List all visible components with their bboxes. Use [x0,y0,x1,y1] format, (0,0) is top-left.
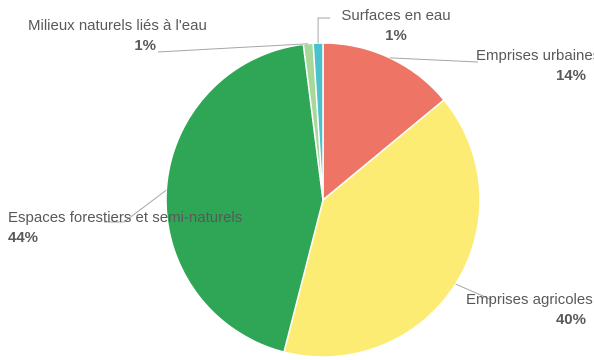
data-label-espaces-forestiers: Espaces forestiers et semi-naturels 44% [8,208,243,248]
slice-label-name: Surfaces en eau [341,7,451,24]
leader-line-espaces-forestiers-et-semi-naturels [104,189,167,223]
slice-label-value: 44% [8,229,39,246]
slice-label-name: Emprises agricoles [466,291,593,308]
pie-slice-emprises-agricoles [283,98,481,358]
leader-line-milieux-naturels-li-s-l-eau [157,43,309,53]
slice-label-name: Emprises urbaines [476,47,594,64]
data-label-surfaces-en-eau: Surfaces en eau 1% [326,6,466,46]
slice-label-value: 1% [134,37,156,54]
slice-label-value: 1% [385,27,407,44]
slice-label-value: 40% [555,311,586,328]
slice-label-name: Milieux naturels liés à l'eau [28,17,207,34]
slice-label-name: Espaces forestiers et semi-naturels [8,209,243,226]
data-label-emprises-urbaines: Emprises urbaines 14% [476,46,594,86]
leader-line-emprises-agricoles [455,283,493,301]
slice-label-value: 14% [555,67,586,84]
leader-line-surfaces-en-eau [317,17,330,44]
data-label-milieux-naturels: Milieux naturels liés à l'eau 1% [28,16,207,56]
data-label-emprises-agricoles: Emprises agricoles 40% [466,290,593,330]
leader-line-emprises-urbaines [389,57,479,63]
